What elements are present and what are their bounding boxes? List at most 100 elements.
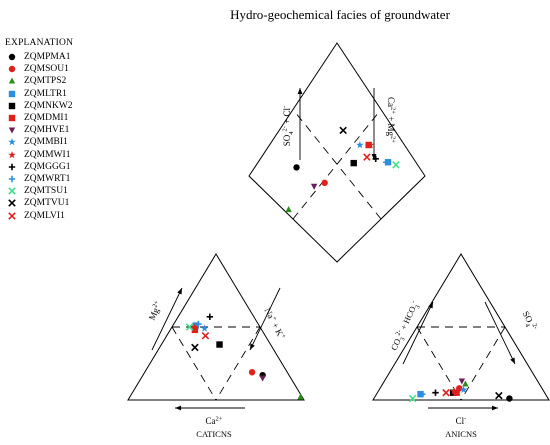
legend-marker — [8, 90, 16, 97]
legend-marker — [8, 138, 16, 146]
anion-point-ZQMTSU1 — [408, 394, 417, 403]
legend-marker-ZQMWRT1 — [8, 175, 16, 183]
diamond-point-ZQMNKW2 — [350, 159, 357, 167]
cation-point-ZQMMBI1 — [200, 324, 209, 332]
legend-label: ZQMTPS2 — [24, 76, 67, 87]
legend-items: ZQMPMA1 ZQMSOU1 ZQMTPS2 ZQMLTR1 ZQMNKW2 ZQMDM… — [5, 51, 73, 222]
diagram-grid — [171, 109, 506, 401]
diagram-frames — [127, 42, 550, 401]
diamond-point-ZQMWRT1 — [383, 159, 390, 166]
diamond-grid-line — [292, 109, 382, 220]
legend-entry: ZQMMBI1 — [5, 136, 73, 148]
legend-entry: ZQMTSU1 — [5, 185, 73, 197]
legend-marker-ZQMGGG1 — [8, 163, 16, 170]
diamond-point-ZQMLVI1 — [363, 153, 371, 161]
legend-label: ZQMMBI1 — [24, 137, 68, 148]
ca-mg-label: Ca2+ + Mg2+ — [386, 97, 397, 143]
na-k-axis-arrow — [249, 287, 281, 351]
legend-marker-ZQMMBI1 — [8, 138, 16, 146]
cation-point-ZQMNKW2 — [216, 341, 223, 348]
cation-point-ZQMGGG1 — [206, 313, 214, 320]
legend: EXPLANATION ZQMPMA1 ZQMSOU1 ZQMTPS2 ZQMLTR1… — [5, 38, 73, 222]
na-k-label: Na+ + K+ — [263, 306, 288, 341]
legend-entry: ZQMLVI1 — [5, 209, 73, 221]
diamond-point-ZQMTSU1 — [392, 161, 400, 169]
cation-point-ZQMMWI1 — [191, 323, 199, 331]
legend-label: ZQMMWI1 — [24, 149, 71, 160]
legend-label: ZQMWRT1 — [24, 173, 71, 184]
legend-label: ZQMLVI1 — [24, 210, 65, 221]
diamond-point-ZQMHVE1 — [310, 183, 318, 190]
anion-label: ANICNS — [445, 429, 477, 439]
cl-axis-arrow — [428, 405, 498, 411]
anion-point-ZQMLVI1 — [442, 388, 450, 397]
diamond-point-ZQMTVU1 — [339, 126, 347, 135]
legend-marker — [8, 175, 16, 183]
diamond-point-ZQMPMA1 — [293, 164, 300, 171]
legend-label: ZQMGGG1 — [24, 161, 71, 172]
anion-point-ZQMHVE1 — [458, 378, 466, 385]
data-points — [185, 126, 513, 403]
legend-marker-ZQMHVE1 — [8, 127, 16, 134]
legend-label: ZQMDMI1 — [24, 113, 69, 124]
anion-point-ZQMTPS2 — [462, 380, 469, 387]
cation-point-ZQMWRT1 — [195, 320, 202, 328]
diamond-point-ZQMMBI1 — [356, 141, 364, 149]
legend-label: ZQMSOU1 — [24, 64, 69, 75]
legend-marker — [8, 66, 16, 73]
legend-label: ZQMLTR1 — [24, 88, 67, 99]
legend-entry: ZQMMWI1 — [5, 149, 73, 161]
legend-marker-ZQMTPS2 — [8, 77, 16, 85]
legend-label: ZQMHVE1 — [24, 125, 70, 136]
legend-entry: ZQMSOU1 — [5, 63, 73, 75]
legend-marker — [8, 114, 16, 122]
legend-entry: ZQMLTR1 — [5, 88, 73, 100]
legend-marker-ZQMTSU1 — [8, 187, 16, 195]
legend-marker-ZQMPMA1 — [8, 53, 16, 61]
anion-point-ZQMPMA1 — [506, 395, 513, 402]
legend-entry: ZQMPMA1 — [5, 51, 73, 63]
legend-label: ZQMPMA1 — [24, 52, 71, 63]
legend-marker — [8, 102, 16, 110]
cation-point-ZQMLVI1 — [201, 331, 210, 340]
legend-marker — [8, 163, 16, 170]
ca-mg-diamond-arrow — [371, 88, 377, 160]
legend-marker-ZQMTVU1 — [8, 199, 16, 208]
legend-entry: ZQMGGG1 — [5, 161, 73, 173]
diamond-point-ZQMGGG1 — [372, 155, 379, 162]
ca-label: Ca2+ — [206, 416, 223, 427]
legend-entry: ZQMTVU1 — [5, 197, 73, 209]
legend-entry: ZQMTPS2 — [5, 75, 73, 87]
cation-grid-line — [215, 326, 261, 401]
cl-label: Cl- — [456, 416, 467, 427]
legend-marker — [8, 77, 16, 85]
so4-cl-diamond-arrow — [297, 88, 303, 160]
chart-title: Hydro-geochemical facies of groundwater — [230, 7, 450, 22]
legend-marker — [8, 199, 16, 208]
diamond-point-ZQMMWI1 — [366, 141, 375, 149]
legend-entry: ZQMWRT1 — [5, 173, 73, 185]
co3-hco3-axis-arrow — [402, 301, 434, 365]
legend-label: ZQMTSU1 — [24, 186, 68, 197]
anion-point-ZQMTVU1 — [495, 391, 503, 400]
legend-marker — [8, 150, 16, 158]
legend-title: EXPLANATION — [5, 38, 74, 48]
legend-marker — [8, 127, 16, 134]
cation-point-ZQMTVU1 — [191, 343, 199, 352]
legend-marker-ZQMNKW2 — [8, 102, 16, 110]
cation-grid-line — [171, 326, 217, 401]
cation-point-ZQMSOU1 — [248, 369, 256, 376]
anion-point-ZQMMBI1 — [459, 385, 468, 394]
legend-marker-ZQMSOU1 — [8, 66, 16, 73]
legend-entry: ZQMNKW2 — [5, 100, 73, 112]
cation-point-ZQMHVE1 — [259, 375, 266, 382]
diamond-frame — [248, 42, 426, 263]
legend-marker-ZQMMWI1 — [8, 150, 16, 158]
cation-label: CATICNS — [196, 429, 232, 439]
legend-marker-ZQMLVI1 — [8, 211, 16, 220]
ca-axis-arrow — [175, 405, 245, 411]
anion-point-ZQMMWI1 — [450, 387, 458, 395]
legend-marker — [8, 211, 16, 220]
legend-entry: ZQMDMI1 — [5, 112, 73, 124]
